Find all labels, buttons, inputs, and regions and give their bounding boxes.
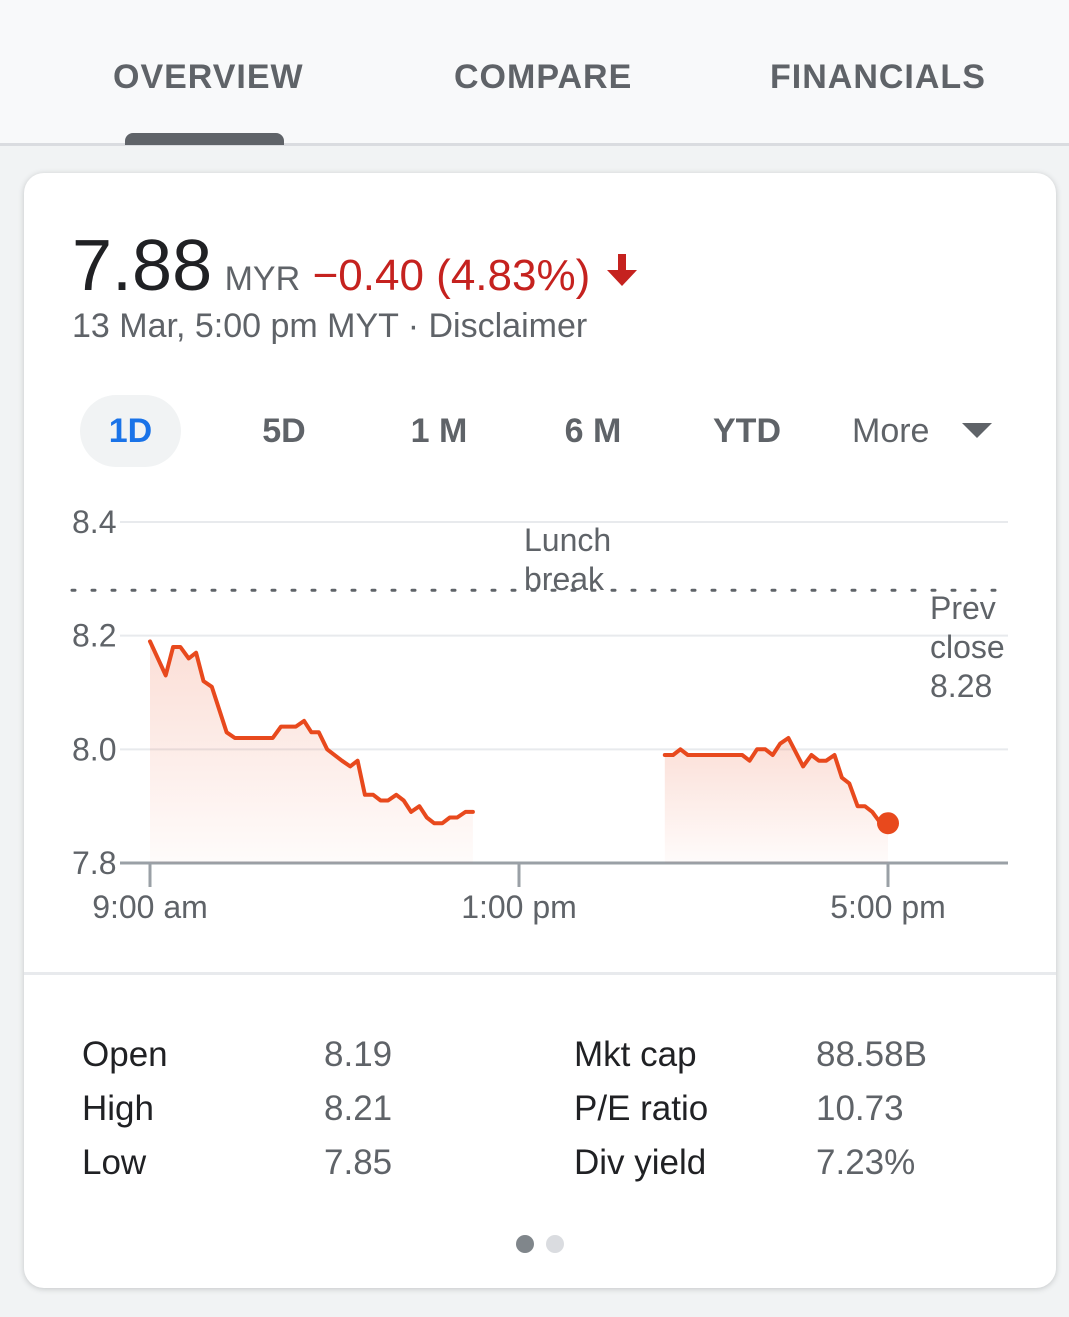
y-tick-label: 8.2: [72, 618, 116, 654]
stat-mktcap-value: 88.58B: [816, 1035, 927, 1074]
stat-divyield-label: Div yield: [574, 1143, 707, 1182]
arrow-down-icon: [605, 252, 639, 295]
pager-dot-2[interactable]: [546, 1235, 564, 1253]
x-tick-label: 5:00 pm: [830, 889, 946, 925]
active-tab-indicator: [125, 133, 284, 145]
y-tick-label: 8.0: [72, 731, 116, 767]
lunch-break-label: Lunch: [524, 522, 611, 558]
tab-overview[interactable]: OVERVIEW: [113, 58, 304, 96]
morning-series-area: [150, 641, 473, 863]
y-tick-label: 8.4: [72, 504, 116, 540]
prev-close-label: close: [930, 629, 1005, 665]
stat-high-value: 8.21: [324, 1089, 393, 1128]
lunch-break-label: break: [524, 561, 605, 597]
stat-low-value: 7.85: [324, 1143, 393, 1182]
range-ytd[interactable]: YTD: [713, 412, 781, 450]
tab-compare[interactable]: COMPARE: [454, 58, 633, 96]
stat-high-label: High: [82, 1089, 154, 1128]
stat-open-value: 8.19: [324, 1035, 393, 1074]
stat-open-label: Open: [82, 1035, 168, 1074]
stat-low-label: Low: [82, 1143, 147, 1182]
current-price: 7.88: [72, 226, 213, 306]
quote-timestamp: 13 Mar, 5:00 pm MYT · Disclaimer: [72, 307, 588, 345]
afternoon-series-line: [662, 736, 890, 826]
stat-mktcap-label: Mkt cap: [574, 1035, 697, 1074]
price-change: −0.40 (4.83%): [312, 251, 591, 300]
stock-card: 7.88 MYR −0.40 (4.83%) 13 Mar, 5:00 pm M…: [24, 173, 1056, 1288]
prev-close-label: Prev: [930, 590, 996, 626]
tab-financials[interactable]: FINANCIALS: [770, 58, 986, 96]
current-price-marker: [877, 812, 899, 835]
prev-close-value: 8.28: [930, 668, 992, 704]
range-5d[interactable]: 5D: [262, 412, 306, 450]
range-6m[interactable]: 6 M: [564, 412, 622, 450]
range-1m[interactable]: 1 M: [410, 412, 468, 450]
currency-code: MYR: [224, 260, 301, 298]
afternoon-series-area: [664, 738, 888, 863]
more-label: More: [852, 412, 930, 450]
y-tick-label: 7.8: [72, 845, 116, 881]
time-range-selector: 1D 5D 1 M 6 M YTD More: [24, 395, 1056, 467]
range-1d[interactable]: 1D: [80, 395, 181, 467]
range-more-dropdown[interactable]: More: [852, 395, 1002, 467]
pager-dot-1[interactable]: [516, 1235, 534, 1253]
x-tick-label: 9:00 am: [92, 889, 208, 925]
stat-pe-value: 10.73: [816, 1089, 904, 1128]
price-row: 7.88 MYR −0.40 (4.83%): [72, 225, 639, 306]
stat-pe-label: P/E ratio: [574, 1089, 709, 1128]
tab-bar: OVERVIEW COMPARE FINANCIALS: [0, 0, 1069, 146]
triangle-down-icon: [962, 423, 992, 438]
stat-divyield-value: 7.23%: [816, 1143, 916, 1182]
section-divider: [24, 972, 1056, 975]
price-chart: 8.4 8.2 8.0 7.8 9:00 am 1:00 pm 5:00 pm Lunchbr…: [70, 504, 1008, 925]
x-tick-label: 1:00 pm: [461, 889, 577, 925]
morning-series-line: [148, 639, 475, 826]
